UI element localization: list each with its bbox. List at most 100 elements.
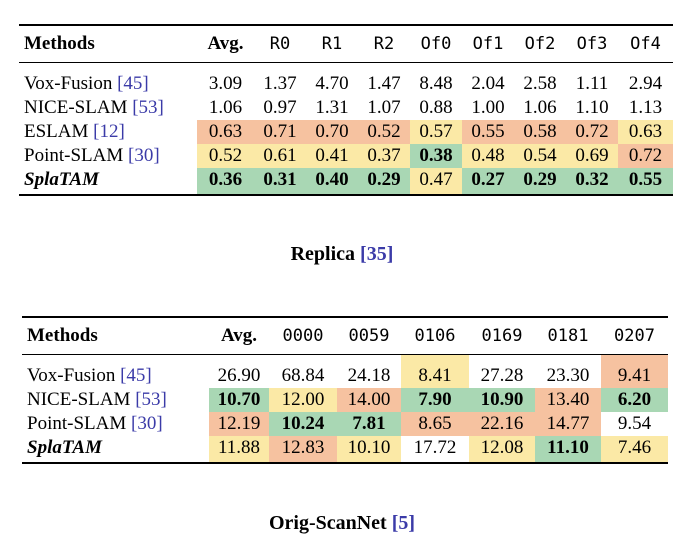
header-of3: Of3 [576,34,608,54]
cell: 13.40 [535,388,601,412]
cell: 7.81 [337,412,401,436]
citation-link[interactable]: [45] [120,365,152,386]
cell: 11.88 [209,436,269,463]
cell: 0.70 [306,120,358,144]
method-name: NICE-SLAM [53] [27,389,167,410]
cell: 0.61 [254,144,306,168]
cell: 1.00 [471,97,505,118]
cell: 0.29 [358,168,410,195]
cell: 0.88 [419,97,453,118]
cell: 0.69 [566,144,618,168]
cell: 10.24 [269,412,337,436]
cell: 27.28 [480,365,524,386]
table-row: Vox-Fusion [45] 26.90 68.84 24.18 8.41 2… [22,354,668,388]
cell: 0.31 [254,168,306,195]
citation-link[interactable]: [30] [128,145,160,166]
table-row: Point-SLAM [30] 12.19 10.24 7.81 8.65 22… [22,412,668,436]
cell: 0.52 [358,120,410,144]
cell: 22.16 [469,412,535,436]
method-name: Vox-Fusion [45] [27,365,152,386]
scannet-caption: Orig-ScanNet [5] [268,512,416,534]
cell: 12.00 [269,388,337,412]
cell: 0.38 [410,144,462,168]
header-methods: Methods [27,325,98,346]
cell: 10.90 [469,388,535,412]
method-name: Point-SLAM [30] [27,413,163,434]
table-row: Vox-Fusion [45] 3.09 1.37 4.70 1.47 8.48… [19,63,673,97]
cell: 14.00 [337,388,401,412]
cell: 8.48 [419,73,453,94]
cell: 0.58 [514,120,566,144]
cell: 0.55 [462,120,514,144]
cell: 10.10 [337,436,401,463]
cell: 0.72 [566,120,618,144]
header-0169: 0169 [481,326,523,346]
citation-link[interactable]: [12] [93,121,125,142]
cell: 23.30 [546,365,590,386]
cell: 0.40 [306,168,358,195]
cell: 1.10 [575,97,609,118]
cell: 0.36 [197,168,254,195]
cell: 0.57 [410,120,462,144]
cell: 9.41 [601,354,668,388]
table-row: SplaTAM 0.36 0.31 0.40 0.29 0.47 0.27 0.… [19,168,673,195]
cell: 0.41 [306,144,358,168]
cell: 1.06 [523,97,557,118]
citation-link[interactable]: [53] [135,389,167,410]
method-name: SplaTAM [24,169,99,190]
cell: 0.32 [566,168,618,195]
cell: 6.20 [601,388,668,412]
replica-caption: Replica [35] [290,243,394,265]
cell: 9.54 [617,413,652,434]
cell: 1.07 [367,97,401,118]
cell: 0.71 [254,120,306,144]
cell: 0.27 [462,168,514,195]
cell: 1.13 [628,97,663,118]
cell: 0.29 [514,168,566,195]
cell: 2.04 [471,73,505,94]
header-avg: Avg. [220,325,258,346]
citation-link[interactable]: [53] [132,97,164,118]
cell: 0.52 [197,144,254,168]
cell: 0.55 [618,168,673,195]
cell: 1.11 [575,73,609,94]
table-row: ESLAM [12] 0.63 0.71 0.70 0.52 0.57 0.55… [19,120,673,144]
cell: 1.47 [367,73,401,94]
citation-link[interactable]: [45] [117,73,149,94]
header-0181: 0181 [547,326,589,346]
cell: 0.47 [410,168,462,195]
citation-link[interactable]: [30] [131,413,163,434]
method-name: NICE-SLAM [53] [24,97,164,118]
method-name: ESLAM [12] [24,121,125,142]
header-of0: Of0 [420,34,452,54]
cell: 4.70 [315,73,349,94]
scannet-table: Methods Avg. 0000 0059 0106 0169 0181 02… [22,316,668,464]
cell: 0.54 [514,144,566,168]
cell: 10.70 [209,388,269,412]
header-methods: Methods [24,33,95,54]
cell: 7.90 [401,388,469,412]
citation-link[interactable]: [5] [391,512,416,534]
header-0059: 0059 [348,326,390,346]
cell: 2.58 [523,73,557,94]
citation-link[interactable]: [35] [360,243,394,265]
header-r0: R0 [269,34,291,54]
header-of4: Of4 [630,34,661,54]
table-row: NICE-SLAM [53] 1.06 0.97 1.31 1.07 0.88 … [19,96,673,120]
header-of2: Of2 [524,34,556,54]
cell: 1.37 [263,73,297,94]
cell: 68.84 [281,365,325,386]
cell: 0.48 [462,144,514,168]
cell: 0.37 [358,144,410,168]
header-r2: R2 [373,34,395,54]
cell: 17.72 [413,437,457,458]
cell: 0.63 [197,120,254,144]
cell: 12.83 [269,436,337,463]
cell: 0.97 [263,97,297,118]
header-of1: Of1 [472,34,504,54]
cell: 24.18 [347,365,391,386]
cell: 3.09 [208,73,243,94]
replica-table: Methods Avg. R0 R1 R2 Of0 Of1 Of2 Of3 Of… [19,24,673,196]
table-row: SplaTAM 11.88 12.83 10.10 17.72 12.08 11… [22,436,668,463]
method-name: Vox-Fusion [45] [24,73,149,94]
